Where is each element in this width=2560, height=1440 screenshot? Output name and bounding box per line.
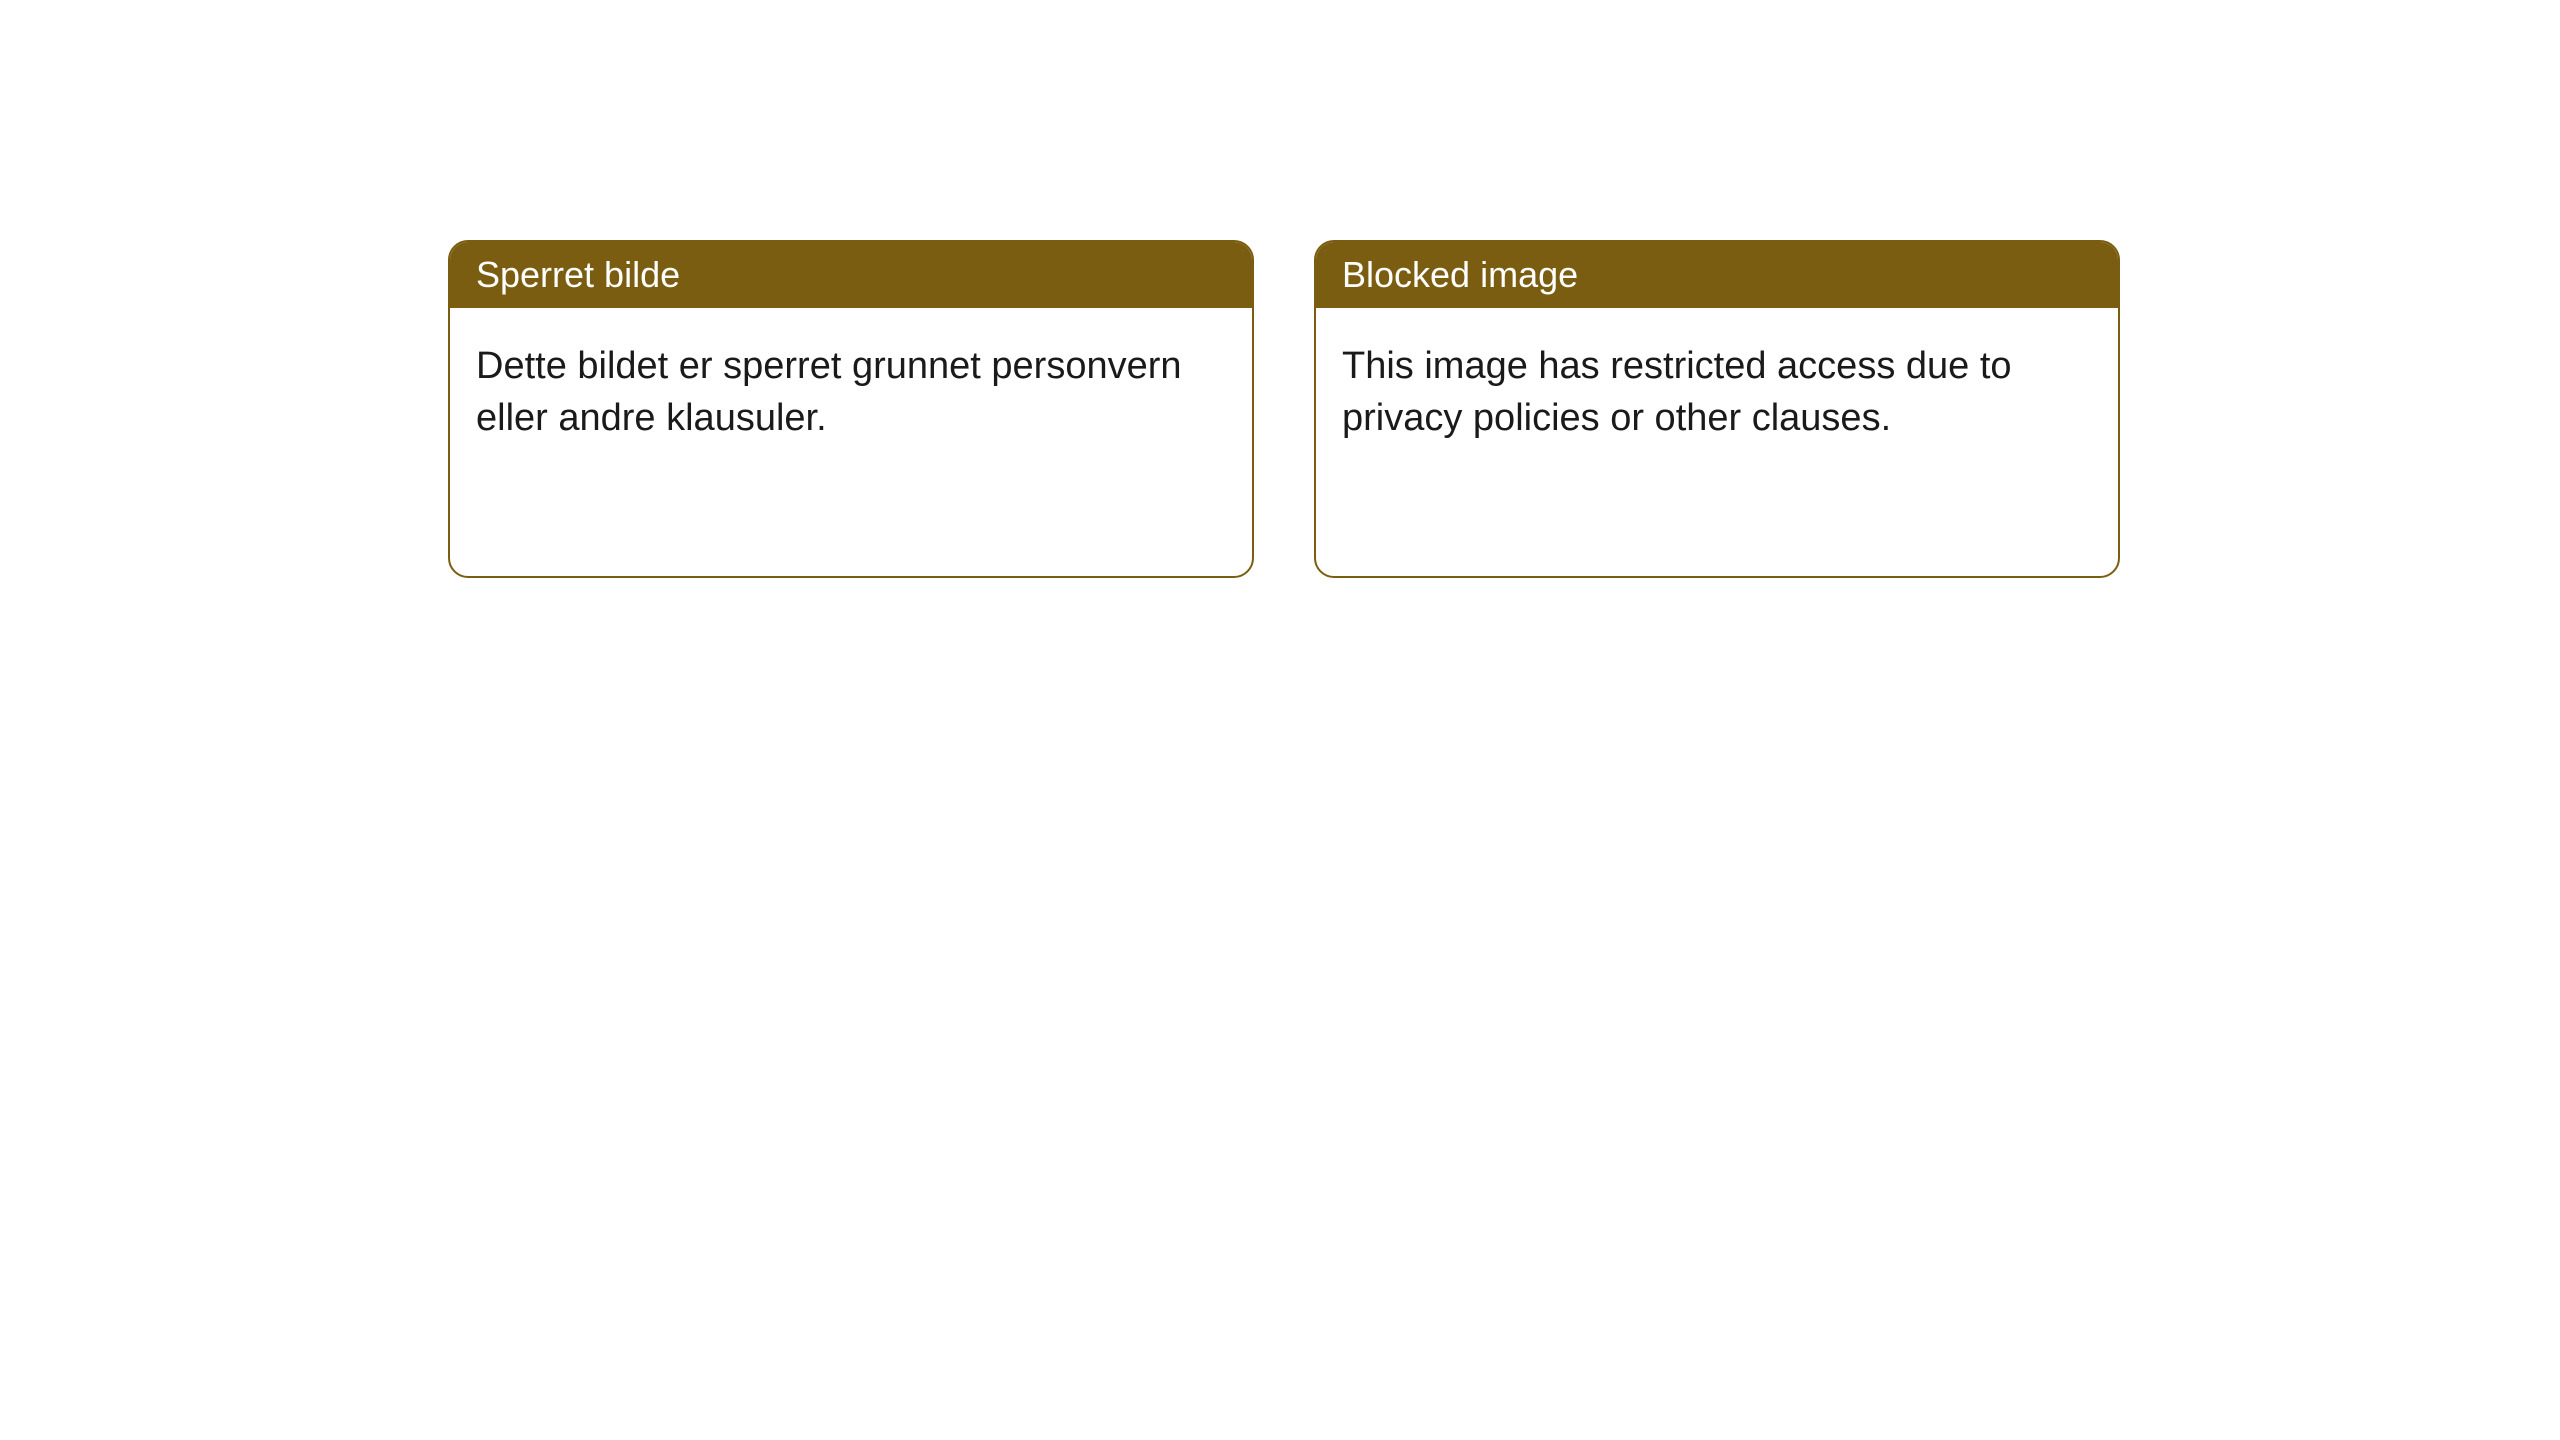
card-header: Blocked image — [1316, 242, 2118, 308]
card-header: Sperret bilde — [450, 242, 1252, 308]
card-body: Dette bildet er sperret grunnet personve… — [450, 308, 1252, 477]
notice-card-norwegian: Sperret bilde Dette bildet er sperret gr… — [448, 240, 1254, 578]
card-body: This image has restricted access due to … — [1316, 308, 2118, 477]
notice-container: Sperret bilde Dette bildet er sperret gr… — [0, 0, 2560, 578]
notice-card-english: Blocked image This image has restricted … — [1314, 240, 2120, 578]
